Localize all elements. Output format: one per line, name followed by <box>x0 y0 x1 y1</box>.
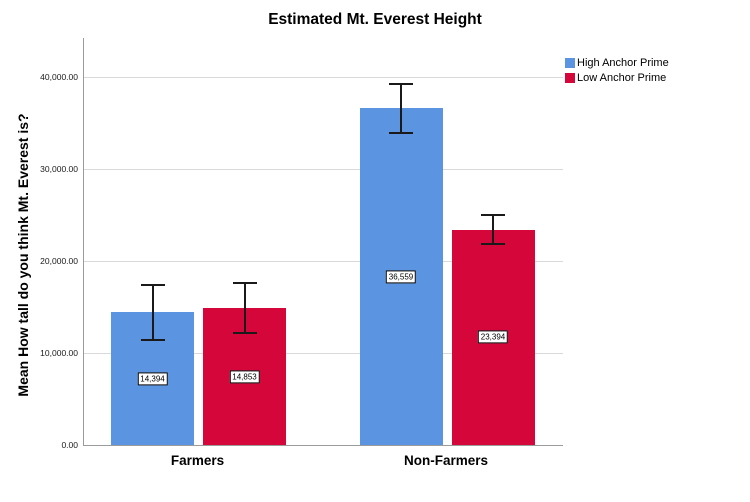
y-tick-label-40000: 40,000.00 <box>40 71 78 82</box>
gridline-40000 <box>84 76 563 78</box>
error-bar-farmers-high-anchor-prime <box>151 285 154 340</box>
error-bar-cap-low-farmers-high-anchor-prime <box>140 338 165 341</box>
chart-title: Estimated Mt. Everest Height <box>268 11 482 28</box>
legend-label-low-anchor-prime: Low Anchor Prime <box>577 71 667 84</box>
y-tick-label-10000: 10,000.00 <box>40 347 78 358</box>
y-tick-label-20000: 20,000.00 <box>40 255 78 266</box>
plot-area: 14,394 36,559 14,853 23,394 <box>83 38 563 446</box>
legend-item-low-anchor-prime: Low Anchor Prime <box>565 71 669 86</box>
legend-item-high-anchor-prime: High Anchor Prime <box>565 56 669 71</box>
error-bar-non-farmers-low-anchor-prime <box>492 215 494 244</box>
legend-swatch-low-anchor-prime <box>565 72 575 83</box>
legend-swatch-high-anchor-prime <box>565 58 575 69</box>
y-tick-label-30000: 30,000.00 <box>40 163 78 174</box>
error-bar-cap-low-farmers-low-anchor-prime <box>232 332 257 335</box>
error-bar-farmers-low-anchor-prime <box>243 283 246 333</box>
legend-label-high-anchor-prime: High Anchor Prime <box>577 57 669 70</box>
value-label-farmers-high-anchor-prime: 14,394 <box>137 372 168 386</box>
error-bar-cap-high-non-farmers-low-anchor-prime <box>481 214 505 217</box>
value-label-non-farmers-low-anchor-prime: 23,394 <box>477 330 509 344</box>
x-tick-label-farmers: Farmers <box>170 453 225 468</box>
y-tick-label-0: 0.00 <box>61 440 78 450</box>
value-label-farmers-low-anchor-prime: 14,853 <box>229 370 260 384</box>
error-bar-non-farmers-high-anchor-prime <box>400 83 402 133</box>
gridline-10000 <box>84 352 563 354</box>
x-tick-label-non-farmers: Non-Farmers <box>403 453 489 468</box>
error-bar-cap-high-farmers-high-anchor-prime <box>140 284 165 287</box>
value-label-non-farmers-high-anchor-prime: 36,559 <box>385 270 417 284</box>
error-bar-cap-high-farmers-low-anchor-prime <box>232 282 257 285</box>
gridline-30000 <box>84 168 563 170</box>
error-bar-cap-low-non-farmers-high-anchor-prime <box>389 131 413 134</box>
error-bar-cap-high-non-farmers-high-anchor-prime <box>389 82 413 85</box>
error-bar-cap-low-non-farmers-low-anchor-prime <box>481 242 505 245</box>
legend: High Anchor Prime Low Anchor Prime <box>565 56 669 85</box>
gridline-20000 <box>84 260 563 262</box>
